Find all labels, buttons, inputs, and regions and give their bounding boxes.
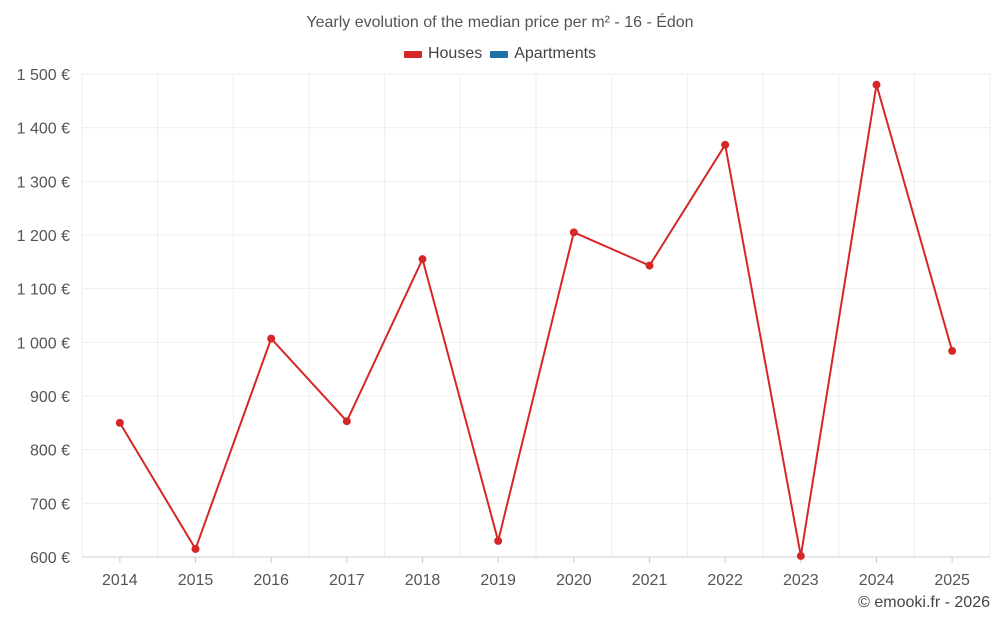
x-tick-label: 2014: [102, 572, 138, 589]
grid: [81, 73, 991, 557]
legend-item-apartments[interactable]: Apartments: [490, 45, 596, 63]
legend-swatch-houses: [403, 50, 422, 58]
series-line-houses: [118, 83, 954, 557]
y-tick-label: 1 300 €: [17, 174, 70, 191]
data-point-houses[interactable]: [721, 140, 730, 149]
data-point-houses[interactable]: [948, 346, 957, 355]
y-tick-label: 900 €: [30, 389, 70, 406]
data-point-houses[interactable]: [796, 551, 805, 560]
data-point-houses[interactable]: [569, 228, 578, 237]
x-tick-label: 2015: [178, 572, 214, 589]
legend-item-houses[interactable]: Houses: [403, 45, 483, 63]
y-tick-label: 1 100 €: [17, 282, 70, 299]
legend-label-apartments: Apartments: [514, 45, 597, 62]
data-point-houses[interactable]: [342, 417, 351, 426]
axes: 600 € 700 € 800 € 900 € 1 000 € 1 100 € 1 200 …: [17, 67, 990, 589]
x-tick-label: 2025: [934, 572, 970, 589]
credit-text: © emooki.fr - 2026: [858, 594, 990, 611]
x-tick-label: 2021: [632, 572, 668, 589]
y-tick-label: 800 €: [30, 443, 70, 460]
legend-swatch-apartments: [490, 50, 509, 58]
data-point-houses[interactable]: [267, 334, 276, 343]
x-tick-label: 2018: [405, 572, 441, 589]
x-tick-label: 2016: [253, 572, 289, 589]
x-tick-label: 2020: [556, 572, 592, 589]
data-point-houses[interactable]: [494, 536, 503, 545]
y-tick-label: 1 500 €: [17, 67, 70, 84]
data-point-houses[interactable]: [191, 544, 200, 553]
x-tick-label: 2024: [859, 572, 895, 589]
y-tick-label: 1 000 €: [17, 335, 70, 352]
chart-title: Yearly evolution of the median price per…: [306, 14, 694, 31]
data-point-houses[interactable]: [418, 255, 427, 264]
y-tick-label: 1 200 €: [17, 228, 70, 245]
y-tick-label: 700 €: [30, 496, 70, 513]
series: [115, 80, 957, 560]
x-tick-label: 2023: [783, 572, 819, 589]
data-point-houses[interactable]: [115, 418, 124, 427]
x-tick-label: 2017: [329, 572, 365, 589]
x-tick-label: 2022: [707, 572, 743, 589]
data-point-houses[interactable]: [872, 80, 881, 89]
data-point-houses[interactable]: [645, 261, 654, 270]
y-tick-label: 600 €: [30, 550, 70, 567]
legend: Houses Apartments: [0, 45, 1000, 63]
y-tick-label: 1 400 €: [17, 121, 70, 138]
x-tick-label: 2019: [480, 572, 516, 589]
legend-label-houses: Houses: [427, 45, 483, 62]
